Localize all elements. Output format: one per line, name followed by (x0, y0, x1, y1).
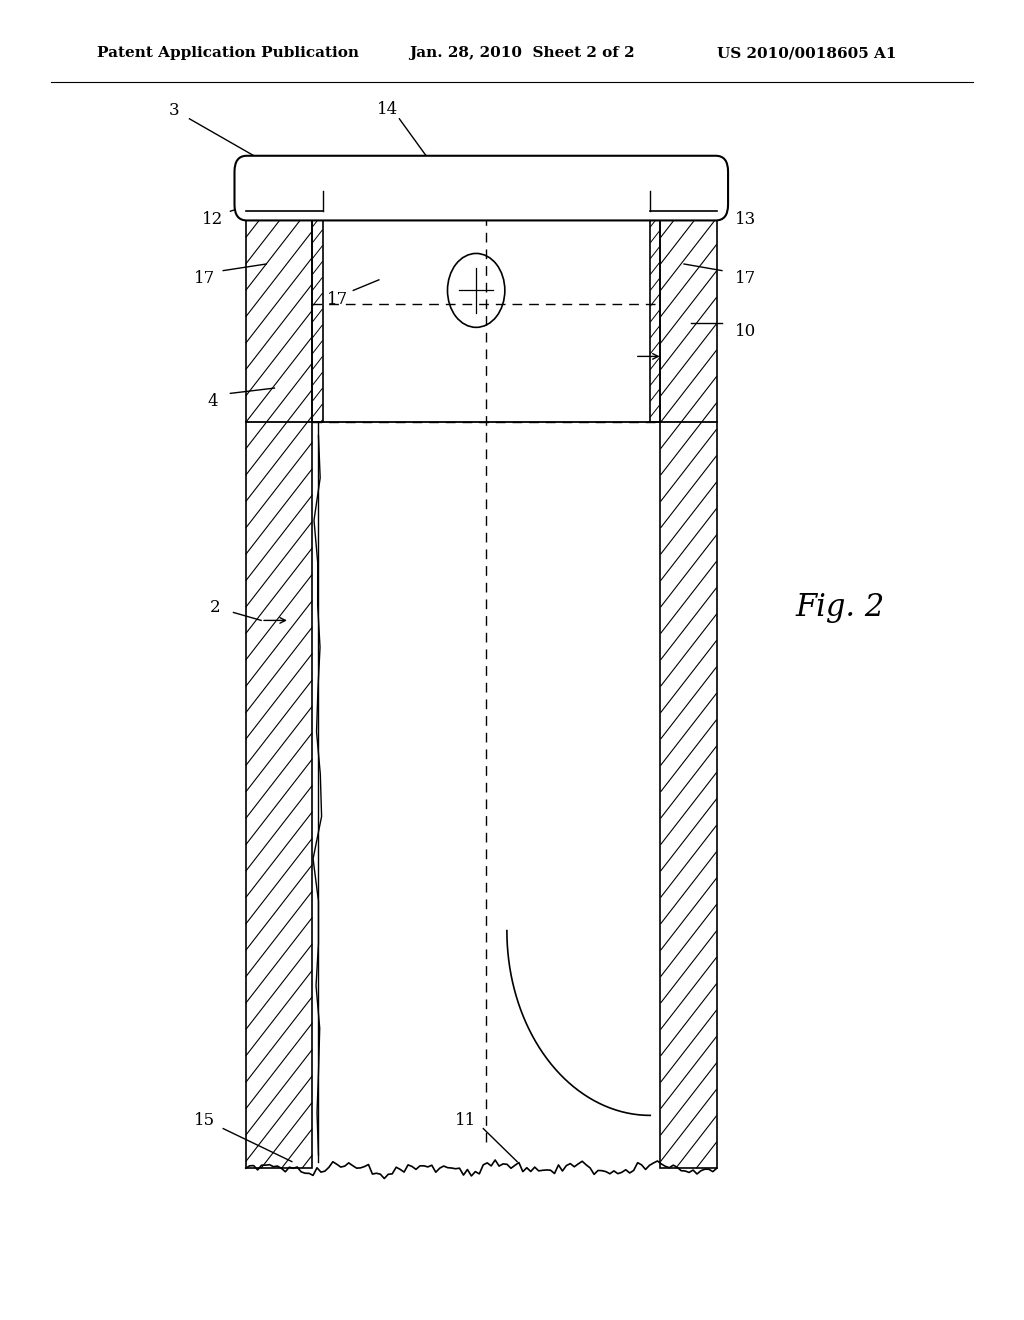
Text: 17: 17 (735, 271, 757, 286)
Text: 15: 15 (195, 1113, 215, 1129)
Text: 17: 17 (195, 271, 215, 286)
Text: 14: 14 (377, 102, 397, 117)
Text: US 2010/0018605 A1: US 2010/0018605 A1 (717, 46, 896, 61)
Text: 10: 10 (735, 323, 757, 339)
Text: 12: 12 (203, 211, 223, 227)
FancyBboxPatch shape (234, 156, 728, 220)
Text: 17: 17 (328, 292, 348, 308)
Text: 3: 3 (169, 103, 179, 119)
Text: 4: 4 (208, 393, 218, 409)
Text: 13: 13 (735, 211, 757, 227)
Text: 2: 2 (210, 599, 220, 615)
Text: 11: 11 (456, 1113, 476, 1129)
Text: Fig. 2: Fig. 2 (795, 591, 885, 623)
Text: Jan. 28, 2010  Sheet 2 of 2: Jan. 28, 2010 Sheet 2 of 2 (410, 46, 635, 61)
Text: Patent Application Publication: Patent Application Publication (97, 46, 359, 61)
